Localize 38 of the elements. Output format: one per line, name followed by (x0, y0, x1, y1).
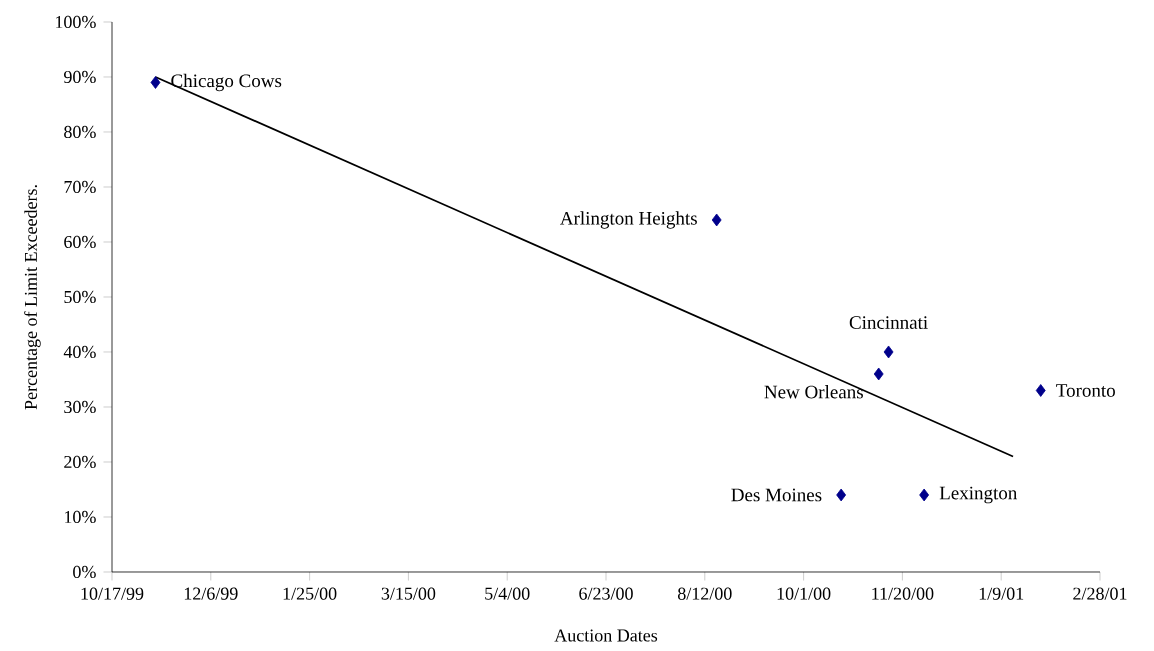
y-tick-label: 40% (63, 345, 96, 359)
x-tick-label: 10/1/00 (777, 587, 831, 600)
x-tick-label: 1/25/00 (283, 587, 337, 600)
x-tick-label: 10/17/99 (81, 587, 144, 600)
x-tick-label: 5/4/00 (485, 587, 530, 600)
y-tick-label: 90% (64, 70, 96, 84)
y-tick-label: 100% (56, 15, 96, 29)
x-tick-label: 11/20/00 (872, 587, 934, 600)
annotation: Des Moines (731, 488, 822, 502)
x-tick-label: 1/9/01 (979, 587, 1024, 600)
y-tick-label: 60% (64, 235, 96, 249)
annotation: Toronto (1056, 384, 1115, 397)
annotation: Cincinnati (849, 316, 928, 329)
y-tick-label: 30% (64, 400, 96, 414)
y-tick-label: 10% (65, 510, 96, 524)
annotation: Chicago Cows (171, 73, 282, 92)
point (883, 345, 894, 359)
point (150, 76, 161, 89)
point (919, 488, 930, 502)
x-tick-label: 12/6/99 (184, 587, 238, 600)
y-axis-title: Percentage of Limit Exceeders. (24, 185, 41, 410)
y-tick-label: 70% (64, 180, 96, 194)
point (873, 367, 884, 381)
x-tick-label: 2/28/01 (1073, 587, 1127, 600)
y-tick-label: 80% (64, 125, 96, 139)
annotation: Lexington (939, 486, 1018, 504)
point (711, 213, 722, 227)
x-tick-label: 6/23/00 (579, 587, 633, 600)
annotation: New Orleans (764, 385, 863, 399)
point (1035, 384, 1046, 397)
x-tick-label: 8/12/00 (677, 587, 732, 600)
y-tick-label: 20% (64, 455, 96, 469)
x-axis-title: Auction Dates (554, 629, 658, 642)
y-tick-label: 0% (73, 565, 96, 579)
annotation: Arlington Heights (560, 211, 697, 229)
point (836, 488, 847, 502)
x-tick-label: 3/15/00 (381, 587, 436, 600)
y-tick-label: 50% (64, 290, 96, 304)
